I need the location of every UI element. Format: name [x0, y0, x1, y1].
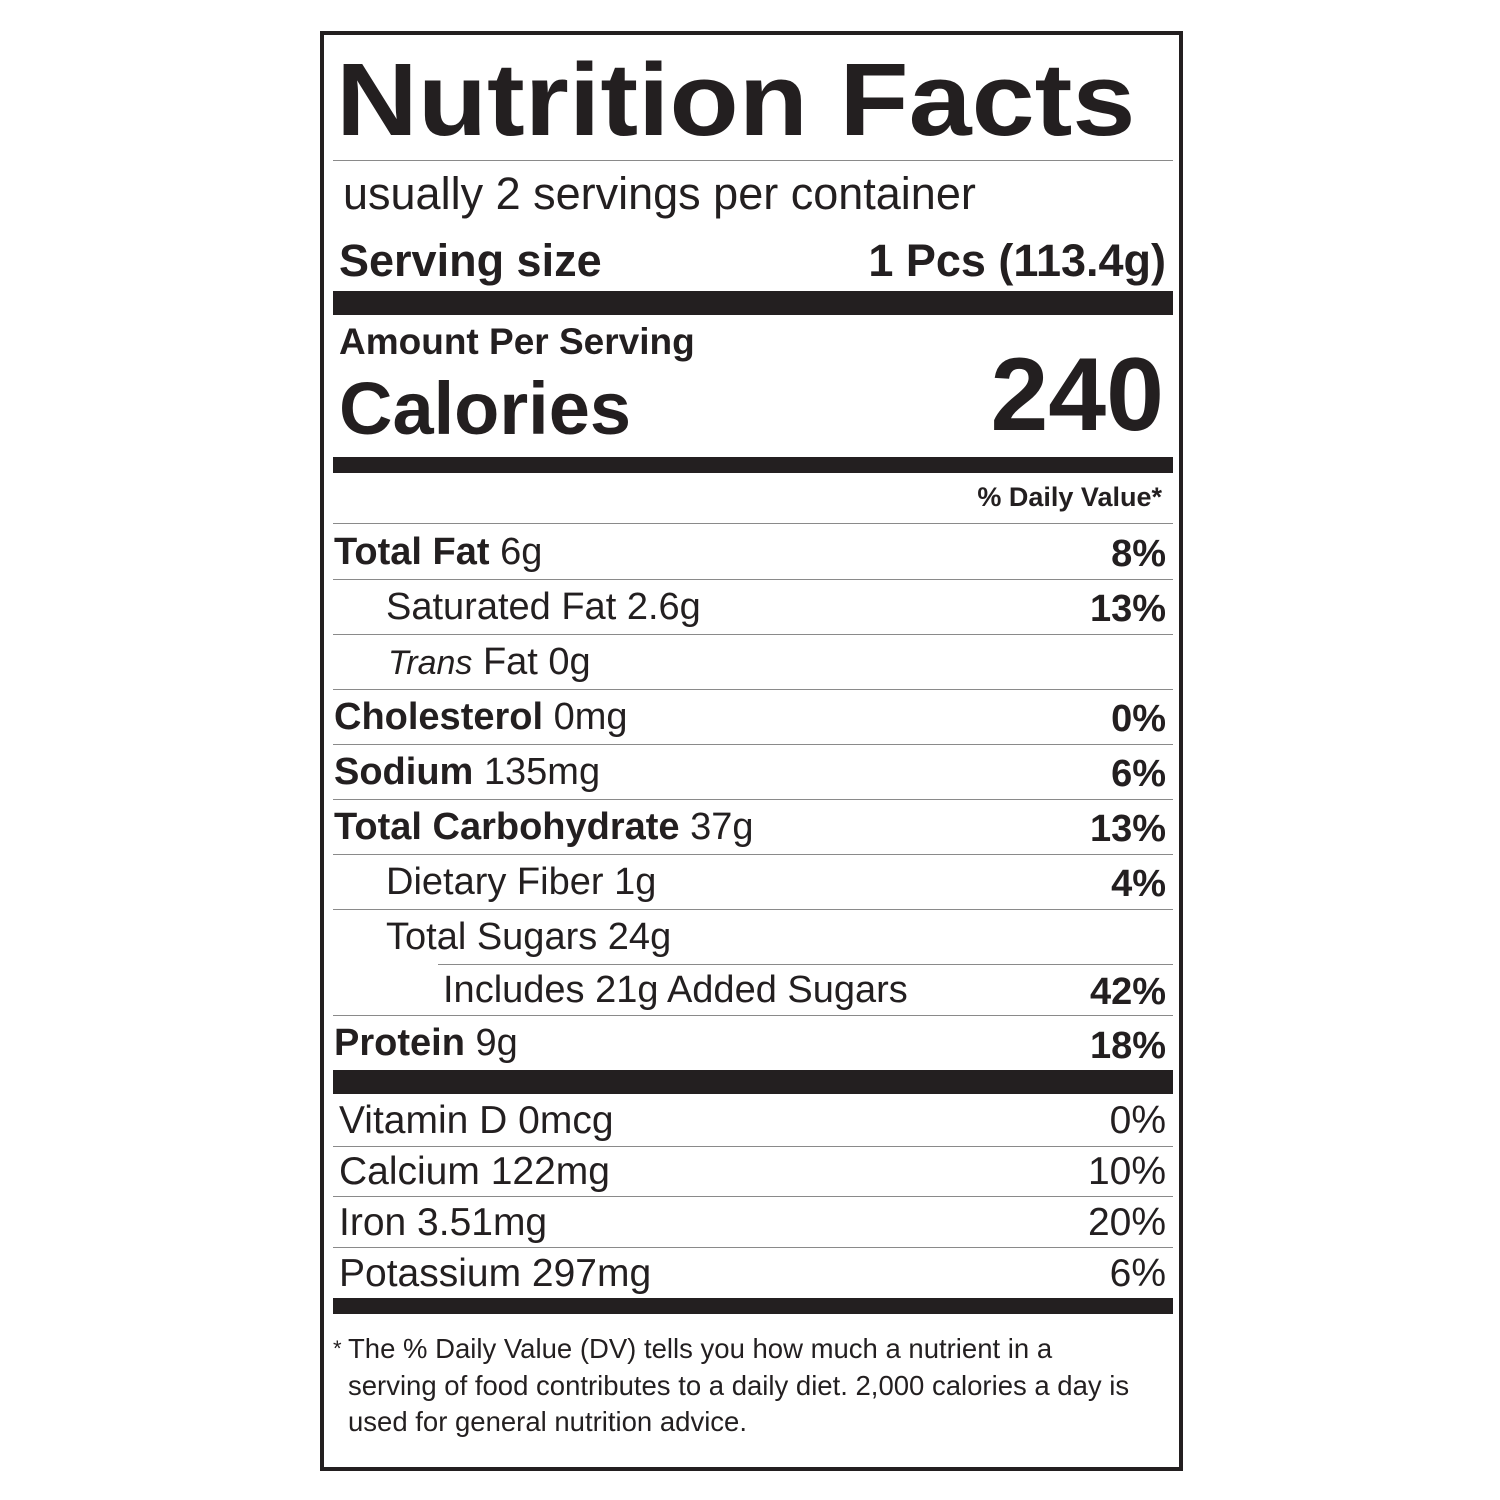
- calories-value: 240: [990, 337, 1164, 453]
- nutrient-dv: 4%: [1111, 863, 1166, 905]
- vitamin-dv: 6%: [1109, 1252, 1166, 1295]
- thick-bar: [333, 291, 1173, 315]
- servings: usually 2 servings per container: [343, 168, 976, 219]
- thick-bar: [333, 1070, 1173, 1094]
- footnote-text: The % Daily Value (DV) tells you how muc…: [348, 1333, 1130, 1437]
- amount-per-serving: Amount Per Serving: [339, 321, 695, 362]
- thick-bar: [333, 457, 1173, 473]
- vitamin-name: Potassium 297mg: [339, 1252, 652, 1295]
- divider: [333, 579, 1173, 580]
- nutrient: Total Sugars 24g: [386, 918, 671, 956]
- divider: [438, 964, 1173, 965]
- divider: [333, 634, 1173, 635]
- nutrient: Cholesterol 0mg: [334, 698, 628, 736]
- vitamin-dv: 10%: [1087, 1150, 1166, 1193]
- footnote-marker: *: [333, 1336, 342, 1361]
- nutrient-dv: 6%: [1111, 753, 1166, 795]
- nutrient-dv: 8%: [1111, 533, 1166, 575]
- nutrient: Total Fat 6g: [334, 533, 542, 571]
- nutrient-dv: 13%: [1089, 588, 1166, 630]
- divider: [333, 1015, 1173, 1016]
- divider: [333, 1146, 1173, 1147]
- title: Nutrition Facts: [336, 42, 1136, 157]
- nutrient-name: Trans: [388, 644, 473, 682]
- nutrient-amount: 6g: [500, 531, 543, 573]
- divider: [333, 160, 1173, 161]
- vitamin-name: Iron 3.51mg: [339, 1201, 548, 1244]
- nutrient-dv: 42%: [1089, 971, 1166, 1013]
- nutrient-dv: 13%: [1089, 808, 1166, 850]
- vitamin-dv: 20%: [1087, 1201, 1166, 1244]
- nutrient-name: Total Fat: [334, 531, 490, 573]
- nutrient-name: Total Carbohydrate: [334, 806, 680, 848]
- nutrient-name: Dietary Fiber: [386, 861, 604, 903]
- nutrient-amount: 9g: [475, 1022, 518, 1064]
- nutrient-name: Total Sugars: [386, 916, 598, 958]
- nutrient-amount: 0mg: [553, 696, 628, 738]
- nutrient-name: Sodium: [334, 751, 474, 793]
- nutrient-name: Saturated Fat: [386, 586, 617, 628]
- nutrient: Total Carbohydrate 37g: [334, 808, 754, 846]
- nutrient: Saturated Fat 2.6g: [386, 588, 701, 626]
- label-border: [320, 31, 1183, 1471]
- nutrient: Sodium 135mg: [334, 753, 600, 791]
- nutrient: Dietary Fiber 1g: [386, 863, 656, 901]
- nutrient-dv: 18%: [1089, 1025, 1166, 1067]
- nutrient-amount: 1g: [614, 861, 657, 903]
- nutrient: Protein 9g: [334, 1024, 518, 1062]
- divider: [333, 1196, 1173, 1197]
- nutrient-amount: Fat 0g: [482, 641, 591, 683]
- nutrient-amount: 37g: [690, 806, 754, 848]
- daily-value-header: % Daily Value*: [977, 482, 1162, 512]
- nutrient-name: Protein: [334, 1022, 465, 1064]
- vitamin-name: Calcium 122mg: [339, 1150, 610, 1193]
- divider: [333, 854, 1173, 855]
- thick-bar: [333, 1298, 1173, 1314]
- vitamin-dv: 0%: [1109, 1099, 1166, 1142]
- vitamin-name: Vitamin D 0mcg: [339, 1099, 614, 1142]
- nutrient-dv: 0%: [1111, 698, 1166, 740]
- nutrient-amount: 2.6g: [626, 586, 701, 628]
- calories-label: Calories: [339, 367, 632, 450]
- nutrient-name: Includes 21g Added Sugars: [443, 969, 908, 1011]
- nutrient: Trans Fat 0g: [388, 643, 591, 681]
- divider: [333, 799, 1173, 800]
- nutrient-name: Cholesterol: [334, 696, 544, 738]
- divider: [333, 1247, 1173, 1248]
- nutrient: Includes 21g Added Sugars: [443, 971, 908, 1009]
- divider: [333, 909, 1173, 910]
- nutrient-amount: 135mg: [483, 751, 601, 793]
- divider: [333, 523, 1173, 524]
- divider: [333, 689, 1173, 690]
- serving-size-value: 1 Pcs (113.4g): [868, 235, 1166, 286]
- serving-size-label: Serving size: [339, 235, 602, 286]
- divider: [333, 744, 1173, 745]
- nutrient-amount: 24g: [607, 916, 672, 958]
